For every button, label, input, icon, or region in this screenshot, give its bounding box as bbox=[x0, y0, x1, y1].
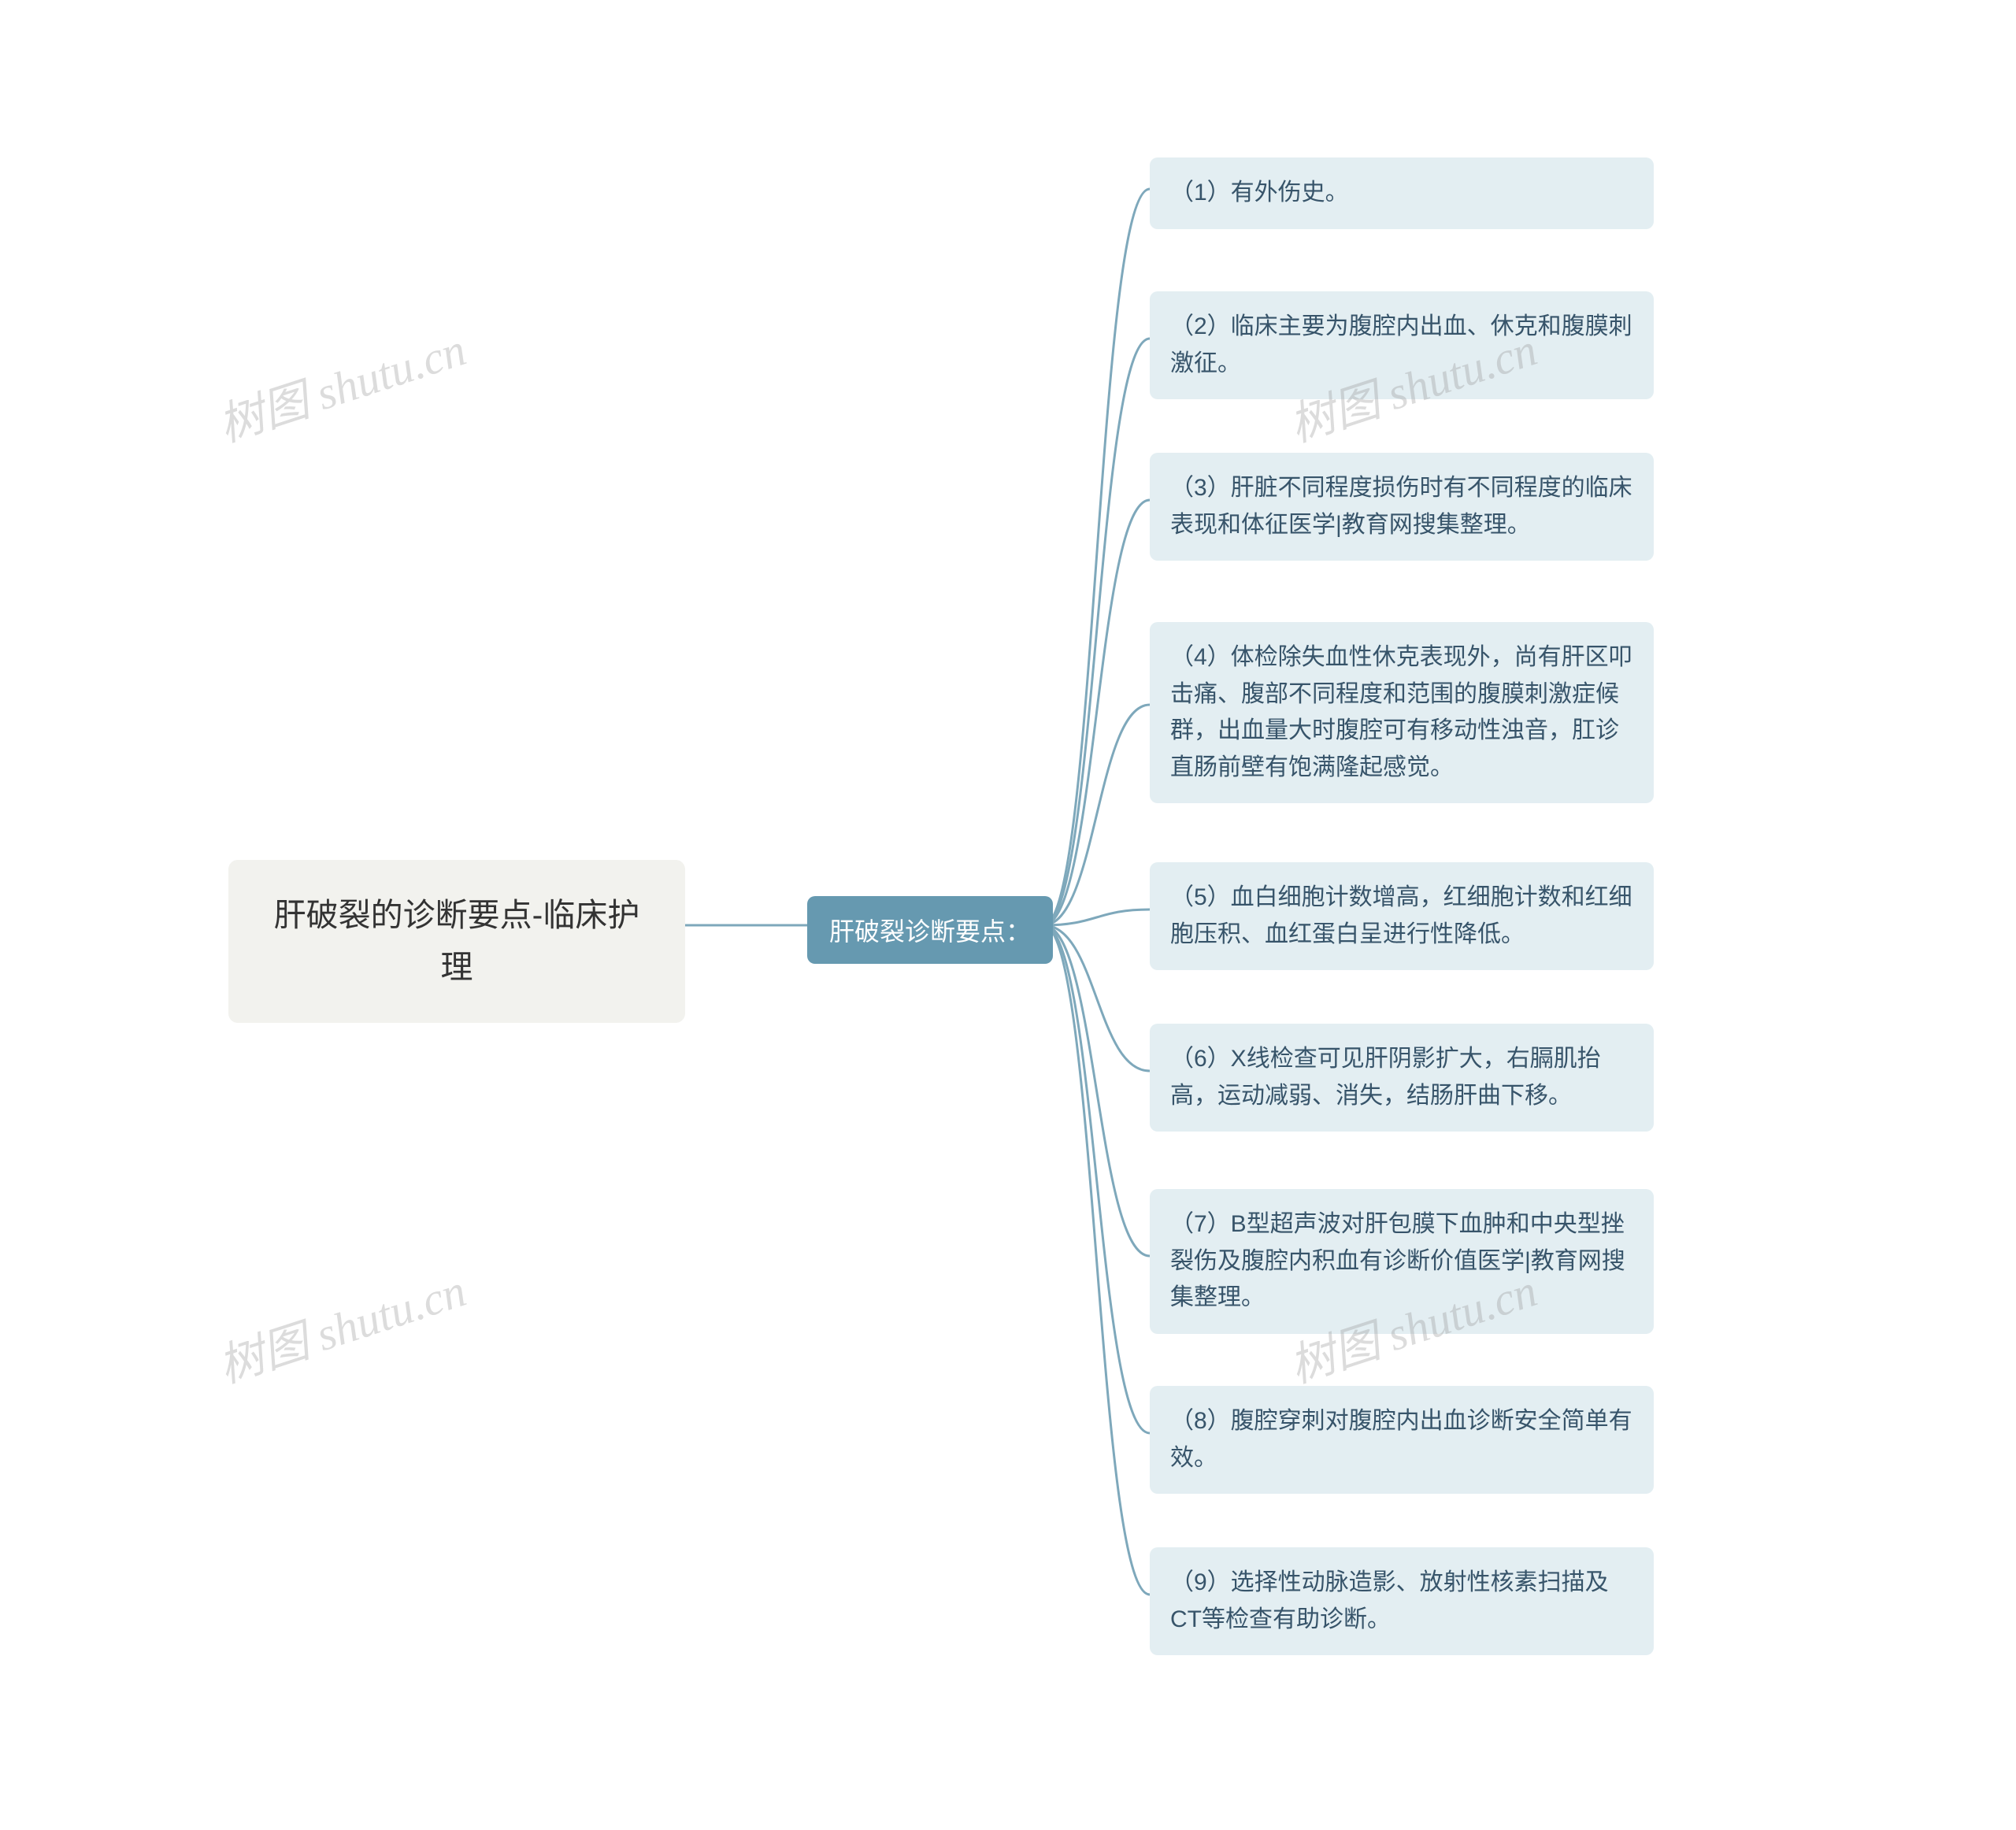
watermark-text: 树图 shutu.cn bbox=[209, 1254, 472, 1395]
watermark-text: 树图 shutu.cn bbox=[209, 313, 472, 454]
leaf-node: （6）X线检查可见肝阴影扩大，右膈肌抬高，运动减弱、消失，结肠肝曲下移。 bbox=[1150, 1024, 1654, 1132]
leaf-node: （9）选择性动脉造影、放射性核素扫描及CT等检查有助诊断。 bbox=[1150, 1547, 1654, 1655]
leaf-node: （2）临床主要为腹腔内出血、休克和腹膜刺激征。 bbox=[1150, 291, 1654, 399]
root-node: 肝破裂的诊断要点-临床护理 bbox=[228, 860, 685, 1023]
leaf-node: （1）有外伤史。 bbox=[1150, 157, 1654, 229]
leaf-node: （7）B型超声波对肝包膜下血肿和中央型挫裂伤及腹腔内积血有诊断价值医学|教育网搜… bbox=[1150, 1189, 1654, 1334]
leaf-node: （4）体检除失血性休克表现外，尚有肝区叩击痛、腹部不同程度和范围的腹膜刺激症候群… bbox=[1150, 622, 1654, 803]
leaf-node: （8）腹腔穿刺对腹腔内出血诊断安全简单有效。 bbox=[1150, 1386, 1654, 1494]
mid-node: 肝破裂诊断要点： bbox=[807, 896, 1053, 964]
leaf-node: （3）肝脏不同程度损伤时有不同程度的临床表现和体征医学|教育网搜集整理。 bbox=[1150, 453, 1654, 561]
leaf-node: （5）血白细胞计数增高，红细胞计数和红细胞压积、血红蛋白呈进行性降低。 bbox=[1150, 862, 1654, 970]
mindmap-canvas: 肝破裂的诊断要点-临床护理 肝破裂诊断要点： （1）有外伤史。 （2）临床主要为腹… bbox=[0, 0, 2016, 1830]
